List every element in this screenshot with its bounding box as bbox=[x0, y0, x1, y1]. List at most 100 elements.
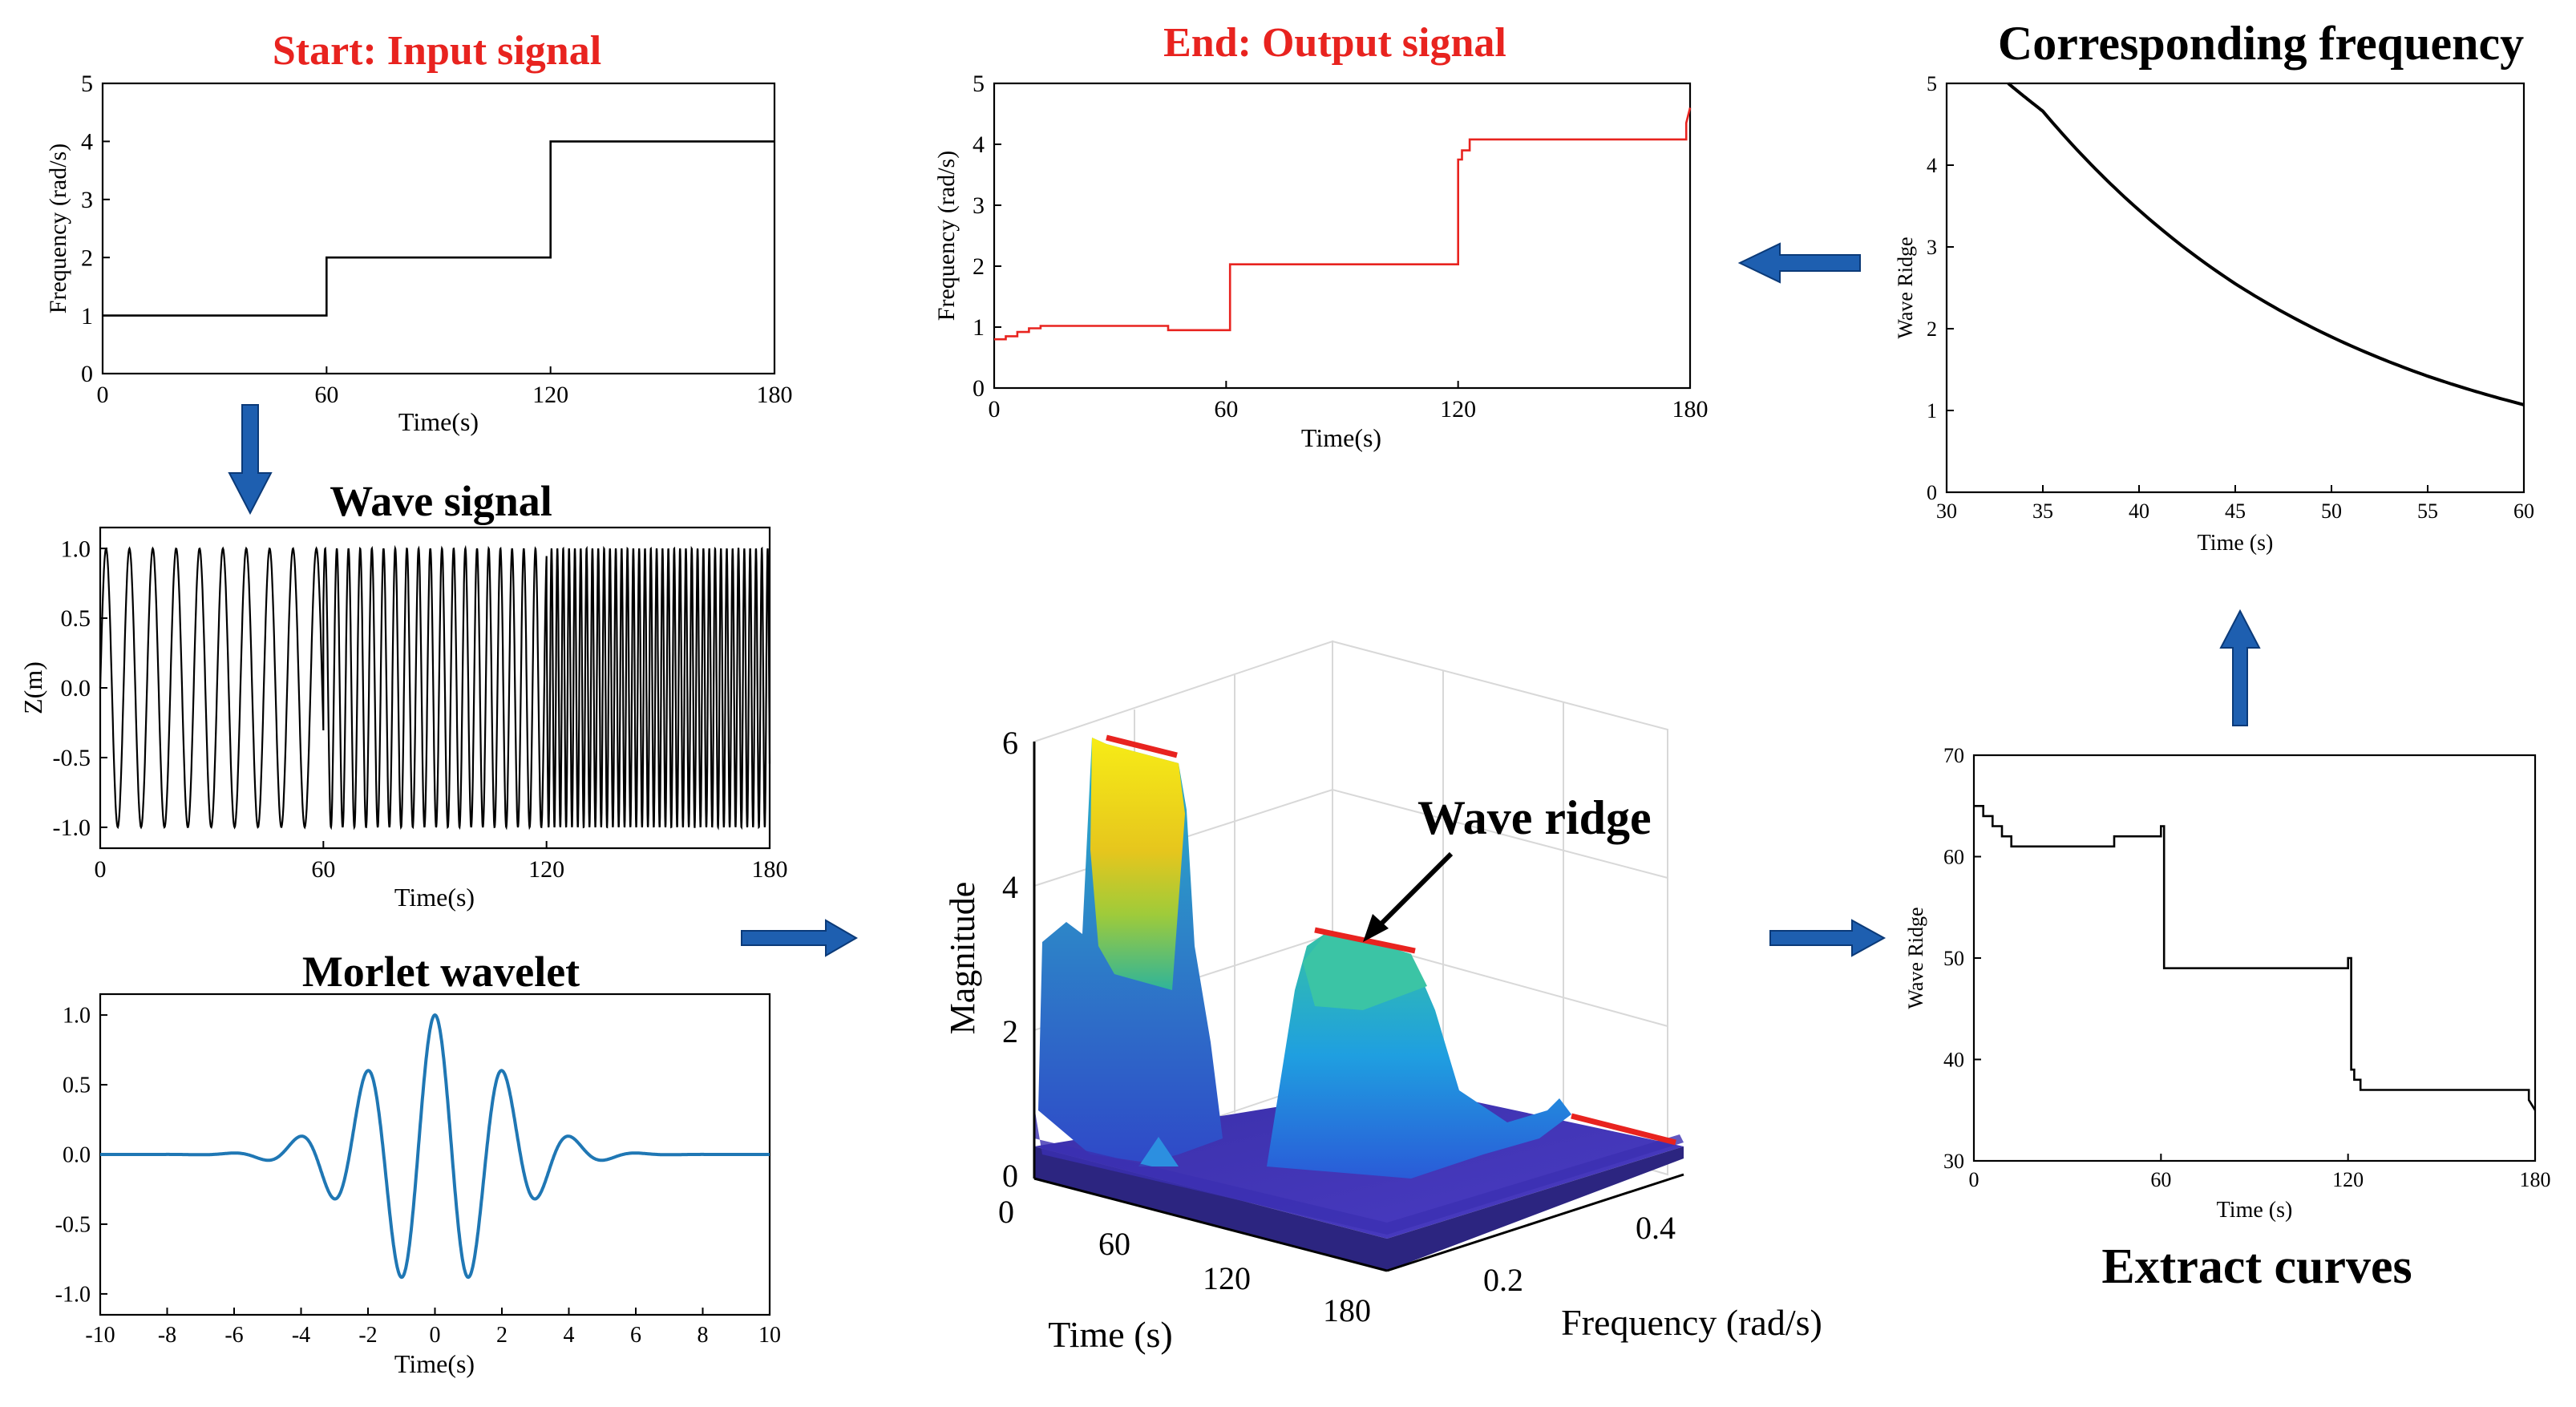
morlet-ytick-label: 0.5 bbox=[63, 1073, 91, 1098]
z-axis-label: Magnitude bbox=[943, 882, 982, 1035]
morlet-ytick-label: -0.5 bbox=[55, 1212, 91, 1237]
output-ytick-label: 5 bbox=[973, 71, 985, 97]
corresponding-xtick-label: 35 bbox=[2032, 499, 2053, 523]
corresponding-ytick-label: 0 bbox=[1927, 481, 1937, 504]
wave-ytick-label: -1.0 bbox=[53, 815, 91, 841]
corresponding-xtick-label: 60 bbox=[2513, 499, 2534, 523]
surface-front-edge bbox=[1034, 1106, 1684, 1235]
morlet-xtick-label: -6 bbox=[224, 1323, 243, 1348]
time-tick-0: 0 bbox=[998, 1194, 1014, 1230]
corresponding-ytick-label: 3 bbox=[1927, 236, 1937, 259]
extract-ytick-label: 40 bbox=[1943, 1048, 1964, 1071]
corresponding-xlabel: Time (s) bbox=[2198, 531, 2274, 556]
wave-ytick-label: -0.5 bbox=[53, 745, 91, 771]
output-xlabel: Time(s) bbox=[1301, 423, 1381, 452]
z-tick-2: 2 bbox=[1002, 1013, 1018, 1049]
morlet-xtick-label: 6 bbox=[630, 1323, 641, 1348]
wavelet-magnitude-surface: Wave ridge 0 2 4 6 Magnitude 0 60 120 18… bbox=[943, 640, 1822, 1355]
z-tick-4: 4 bbox=[1002, 869, 1018, 905]
frequency-axis bbox=[1386, 1173, 1684, 1272]
morlet-xtick-label: 2 bbox=[496, 1323, 508, 1348]
morlet-xtick-label: 0 bbox=[430, 1323, 441, 1348]
wave-xlabel: Time(s) bbox=[394, 883, 475, 912]
input-ytick-label: 0 bbox=[81, 361, 93, 387]
frequency-axis-label: Frequency (rad/s) bbox=[1561, 1302, 1822, 1343]
wave-ytick-label: 0.0 bbox=[61, 675, 91, 701]
morlet-wavelet-line bbox=[100, 1013, 770, 1280]
output-ytick-label: 2 bbox=[973, 253, 985, 280]
output-ytick-label: 0 bbox=[973, 375, 985, 402]
frequency-ticks: 0.2 0.4 bbox=[1483, 1210, 1676, 1298]
corresponding-xtick-label: 50 bbox=[2321, 499, 2342, 523]
morlet-xtick-label: -8 bbox=[158, 1323, 176, 1348]
morlet-wavelet-chart: -1.0 -0.5 0.0 0.5 1.0 -10 -8 -6 -4 -2 0 2 4 6 8 10 Time… bbox=[55, 993, 781, 1378]
input-ytick-label: 3 bbox=[81, 187, 93, 213]
input-ytick-label: 1 bbox=[81, 303, 93, 330]
extract-curves-chart: 30 40 50 60 70 0 60 120 180 Wave Ridge Time (s) bbox=[1904, 744, 2551, 1223]
arrow-down-input-to-wave bbox=[228, 404, 273, 515]
output-ylabel: Frequency (rad/s) bbox=[933, 151, 960, 321]
morlet-ytick-label: 0.0 bbox=[63, 1143, 91, 1168]
wave-signal-title: Wave signal bbox=[330, 477, 552, 525]
time-tick-120: 120 bbox=[1203, 1260, 1251, 1296]
extract-xlabel: Time (s) bbox=[2217, 1198, 2293, 1223]
time-ticks: 0 60 120 180 bbox=[998, 1194, 1371, 1328]
extract-ridge-line bbox=[1974, 804, 2537, 1111]
extract-curves-title: Extract curves bbox=[2101, 1239, 2412, 1294]
wave-ytick-label: 0.5 bbox=[61, 605, 91, 632]
corresponding-ytick-label: 4 bbox=[1927, 154, 1937, 177]
arrow-left-to-output bbox=[1737, 242, 1861, 284]
extract-ytick-label: 30 bbox=[1943, 1150, 1964, 1173]
output-xtick-label: 180 bbox=[1672, 396, 1709, 423]
extract-xtick-label: 60 bbox=[2150, 1168, 2171, 1191]
output-ytick-label: 1 bbox=[973, 314, 985, 341]
z-ticks: 0 2 4 6 bbox=[1002, 725, 1018, 1194]
wave-xtick-label: 120 bbox=[528, 856, 564, 883]
z-tick-0: 0 bbox=[1002, 1158, 1018, 1194]
morlet-ytick-label: 1.0 bbox=[63, 1004, 91, 1029]
ridge-line-3 bbox=[1571, 1113, 1676, 1146]
time-axis-label: Time (s) bbox=[1048, 1314, 1173, 1355]
output-xtick-label: 120 bbox=[1440, 396, 1476, 423]
output-ytick-label: 4 bbox=[973, 131, 985, 158]
input-ytick-label: 4 bbox=[81, 129, 93, 156]
freq-tick-0.4: 0.4 bbox=[1636, 1210, 1676, 1246]
corresponding-plot-frame bbox=[1945, 82, 2525, 494]
input-ytick-label: 2 bbox=[81, 245, 93, 271]
corresponding-ylabel: Wave Ridge bbox=[1894, 237, 1917, 338]
input-signal-line bbox=[103, 140, 774, 317]
z-tick-6: 6 bbox=[1002, 725, 1018, 761]
flow-arrows bbox=[228, 242, 2261, 957]
wave-xtick-label: 60 bbox=[311, 856, 335, 883]
input-signal-chart: 0 1 2 3 4 5 0 60 120 180 Frequency (rad/s) Time(s… bbox=[45, 71, 793, 436]
arrow-up-to-corresponding bbox=[2219, 608, 2261, 726]
morlet-xtick-label: 4 bbox=[564, 1323, 575, 1348]
wave-signal-chart: -1.0 -0.5 0.0 0.5 1.0 0 60 120 180 Z(m) Time(s) bbox=[18, 526, 788, 912]
arrow-right-to-extract bbox=[1769, 919, 1887, 957]
morlet-ytick-label: -1.0 bbox=[55, 1282, 91, 1307]
morlet-xlabel: Time(s) bbox=[394, 1349, 475, 1378]
wave-ylabel: Z(m) bbox=[18, 661, 47, 714]
output-xtick-label: 60 bbox=[1214, 396, 1238, 423]
extract-xtick-label: 0 bbox=[1969, 1168, 1980, 1191]
wave-xtick-label: 180 bbox=[752, 856, 788, 883]
corresponding-ytick-label: 1 bbox=[1927, 399, 1937, 423]
output-ytick-label: 3 bbox=[973, 192, 985, 219]
corresponding-ytick-label: 5 bbox=[1927, 72, 1937, 95]
left-ridge-face bbox=[1090, 738, 1185, 990]
morlet-xtick-label: 10 bbox=[758, 1323, 781, 1348]
morlet-xtick-label: -10 bbox=[85, 1323, 115, 1348]
extract-ylabel: Wave Ridge bbox=[1904, 907, 1927, 1009]
ridge-line-1 bbox=[1106, 734, 1178, 758]
time-axis bbox=[1033, 1177, 1388, 1272]
output-xtick-label: 0 bbox=[989, 396, 1001, 423]
extract-xtick-label: 120 bbox=[2332, 1168, 2364, 1191]
corresponding-frequency-curve bbox=[2007, 82, 2525, 406]
corresponding-ytick-label: 2 bbox=[1927, 317, 1937, 341]
extract-plot-frame bbox=[1972, 754, 2537, 1162]
output-signal-line bbox=[994, 107, 1692, 341]
output-signal-chart: 0 1 2 3 4 5 0 60 120 180 Frequency (rad/s) Time(s… bbox=[933, 71, 1709, 452]
input-plot-frame bbox=[101, 82, 776, 375]
